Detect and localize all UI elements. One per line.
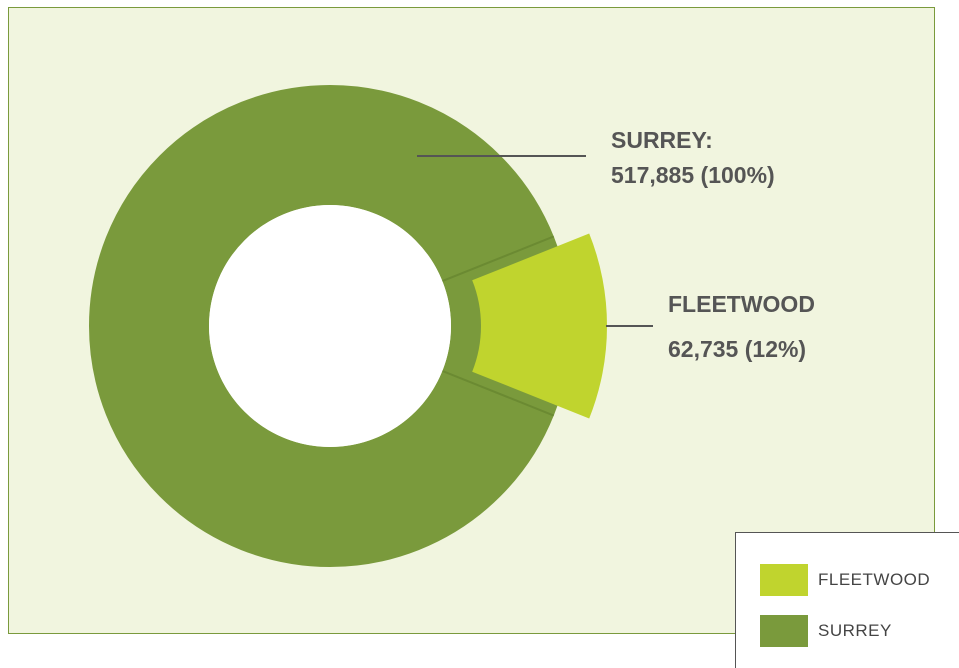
fleetwood-slice — [472, 233, 608, 419]
fleetwood-callout-value: 62,735 (12%) — [668, 336, 806, 362]
fleetwood-slice-divider-lower — [441, 370, 555, 417]
legend-item-surrey: SURREY — [760, 615, 892, 647]
legend-swatch-surrey — [760, 615, 808, 647]
legend-swatch-fleetwood — [760, 564, 808, 596]
surrey-callout-title: SURREY: — [611, 127, 713, 153]
donut-hole — [209, 205, 451, 447]
surrey-callout-value: 517,885 (100%) — [611, 162, 775, 188]
fleetwood-slice-divider-upper — [441, 235, 555, 282]
legend-item-fleetwood: FLEETWOOD — [760, 564, 930, 596]
fleetwood-callout-title: FLEETWOOD — [668, 291, 815, 317]
legend-label-surrey: SURREY — [818, 621, 892, 640]
chart-legend: FLEETWOOD SURREY — [735, 532, 959, 668]
legend-label-fleetwood: FLEETWOOD — [818, 570, 931, 589]
